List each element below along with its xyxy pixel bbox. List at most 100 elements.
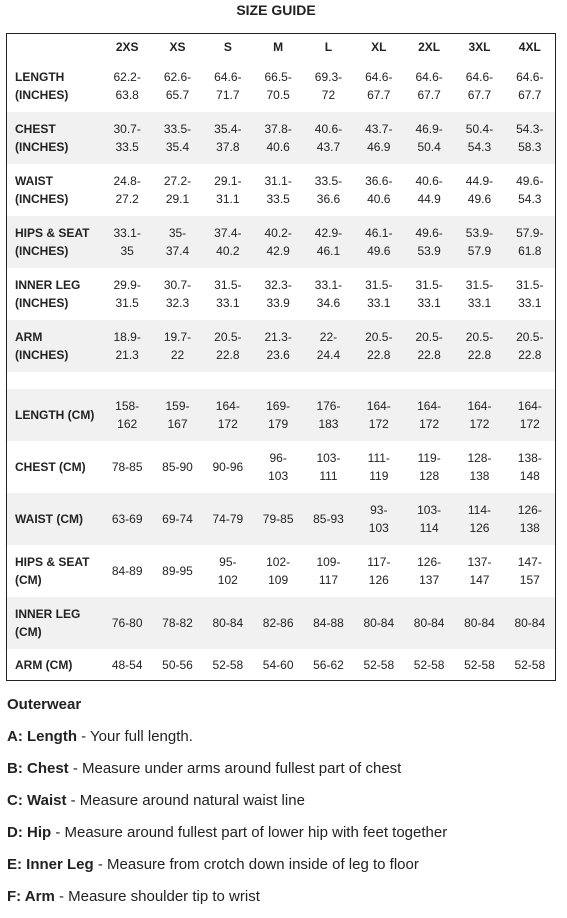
table-row: LENGTH (CM) 158- 162 159- 167 164- 172 169- …: [7, 389, 555, 441]
row-label: LENGTH (INCHES): [15, 70, 69, 102]
size-cell: 19.7- 22: [152, 320, 203, 372]
note-description: - Measure under arms around fullest part…: [68, 760, 402, 777]
size-cell: 49.6- 54.3: [516, 174, 544, 206]
size-cell: 33.1- 34.6: [314, 278, 343, 310]
size-cell: 64.6- 67.7: [415, 70, 443, 102]
note-item: F: Arm - Measure shoulder tip to wrist: [7, 886, 562, 918]
size-cell: 40.6- 43.7: [303, 112, 354, 164]
size-cell: 54.3- 58.3: [504, 112, 555, 164]
size-cell: 74-79: [202, 493, 253, 545]
row-label: INNER LEG (CM): [7, 597, 102, 649]
note-item: A: Length - Your full length.: [7, 726, 562, 758]
size-cell: 20.5- 22.8: [504, 320, 555, 372]
table-row: ARM (INCHES) 18.9- 21.3 19.7- 22 20.5- 22.8…: [7, 320, 555, 372]
size-cell: 169- 179: [252, 389, 304, 441]
size-cell: 103- 111: [316, 451, 341, 483]
note-item: C: Waist - Measure around natural waist …: [7, 790, 562, 822]
header-row: 2XS XS S M L XL 2XL 3XL 4XL: [7, 34, 555, 60]
size-cell: 64.6- 71.7: [214, 70, 242, 102]
size-cell: 119- 128: [417, 451, 441, 483]
cm-table-body: LENGTH (CM) 158- 162 159- 167 164- 172 169- …: [7, 389, 555, 680]
size-cell: 159- 167: [152, 389, 203, 441]
size-cell: 42.9- 46.1: [303, 216, 354, 268]
note-description: - Measure shoulder tip to wrist: [54, 888, 260, 905]
note-term: E: Inner Leg: [7, 856, 94, 873]
size-cell: 49.6- 53.9: [403, 216, 455, 268]
table-row: INNER LEG (CM) 76-80 78-82 80-84 82-86 84-88 8…: [7, 597, 555, 649]
spacer-row: [7, 372, 555, 389]
size-cell: 79-85: [252, 493, 304, 545]
size-cell: 44.9- 49.6: [465, 174, 494, 206]
row-label: WAIST (INCHES): [15, 174, 69, 206]
size-cell: 31.5- 33.1: [214, 278, 242, 310]
size-cell: 85-90: [162, 460, 193, 474]
note-item: B: Chest - Measure under arms around ful…: [7, 758, 562, 790]
note-term: B: Chest: [7, 760, 69, 777]
size-header: S: [223, 40, 232, 54]
size-cell: 52-58: [212, 658, 244, 672]
size-cell: 62.2- 63.8: [113, 70, 141, 102]
size-cell: 96- 103: [268, 451, 289, 483]
size-cell: 80-84: [454, 597, 505, 649]
note-term: C: Waist: [7, 792, 67, 809]
page-title: SIZE GUIDE: [236, 2, 316, 18]
size-table: 2XS XS S M L XL 2XL 3XL 4XL LENGTH (INCH…: [6, 33, 556, 681]
row-label: CHEST (CM): [15, 460, 86, 474]
size-cell: 126- 138: [504, 493, 555, 545]
size-cell: 78-85: [111, 460, 143, 474]
size-cell: 31.5- 33.1: [465, 278, 494, 310]
note-term: F: Arm: [7, 888, 55, 905]
size-cell: 22- 24.4: [303, 320, 354, 372]
size-cell: 29.1- 31.1: [214, 174, 242, 206]
size-cell: 52-58: [363, 658, 395, 672]
size-cell: 20.5- 22.8: [353, 320, 404, 372]
size-cell: 31.5- 33.1: [516, 278, 544, 310]
size-cell: 114- 126: [454, 493, 505, 545]
size-cell: 52-58: [514, 658, 546, 672]
size-cell: 84-89: [111, 564, 143, 578]
size-cell: 35.4- 37.8: [202, 112, 253, 164]
size-cell: 158- 162: [102, 389, 153, 441]
size-header: M: [273, 40, 284, 54]
note-item: D: Hip - Measure around fullest part of …: [7, 822, 562, 854]
size-cell: 27.2- 29.1: [163, 174, 192, 206]
row-label: ARM (CM): [15, 658, 73, 672]
size-cell: 52-58: [464, 658, 495, 672]
table-row: WAIST (CM) 63-69 69-74 74-79 79-85 85-93 93- 1…: [7, 493, 555, 545]
size-cell: 50-56: [162, 658, 193, 672]
size-cell: 20.5- 22.8: [454, 320, 505, 372]
size-header: 4XL: [518, 40, 541, 54]
size-cell: 164- 172: [353, 389, 404, 441]
size-cell: 64.6- 67.7: [365, 70, 393, 102]
size-cell: 80-84: [403, 597, 455, 649]
size-cell: 78-82: [152, 597, 203, 649]
size-cell: 69.3- 72: [314, 70, 343, 102]
table-row: WAIST (INCHES) 24.8- 27.2 27.2- 29.1 29.1- …: [7, 164, 555, 216]
size-cell: 46.1- 49.6: [353, 216, 404, 268]
note-description: - Measure around natural waist line: [66, 792, 305, 809]
size-cell: 164- 172: [202, 389, 253, 441]
size-cell: 57.9- 61.8: [504, 216, 555, 268]
size-cell: 138- 148: [517, 451, 542, 483]
size-cell: 84-88: [303, 597, 354, 649]
note-item: E: Inner Leg - Measure from crotch down …: [7, 854, 562, 886]
header-corner: [7, 34, 102, 60]
size-cell: 46.9- 50.4: [403, 112, 455, 164]
size-cell: 33.1- 35: [102, 216, 153, 268]
size-cell: 43.7- 46.9: [353, 112, 404, 164]
table-row: INNER LEG (INCHES) 29.9- 31.5 30.7- 32.3 31…: [7, 268, 555, 320]
table-row: CHEST (CM) 78-85 85-90 90-96 96- 103 103- 111…: [7, 441, 555, 493]
row-label: LENGTH (CM): [7, 389, 102, 441]
size-header: 3XL: [468, 40, 491, 54]
size-cell: 164- 172: [403, 389, 455, 441]
row-label: INNER LEG (INCHES): [15, 278, 81, 310]
size-cell: 102- 109: [266, 555, 291, 587]
table-row: HIPS & SEAT (CM) 84-89 89-95 95- 102 102- 10…: [7, 545, 555, 597]
table-row: CHEST (INCHES) 30.7- 33.5 33.5- 35.4 35.4- …: [7, 112, 555, 164]
size-header: L: [324, 40, 333, 54]
size-cell: 31.5- 33.1: [365, 278, 393, 310]
row-label: CHEST (INCHES): [7, 112, 102, 164]
size-cell: 32.3- 33.9: [264, 278, 292, 310]
size-cell: 50.4- 54.3: [454, 112, 505, 164]
size-cell: 33.5- 36.6: [314, 174, 343, 206]
